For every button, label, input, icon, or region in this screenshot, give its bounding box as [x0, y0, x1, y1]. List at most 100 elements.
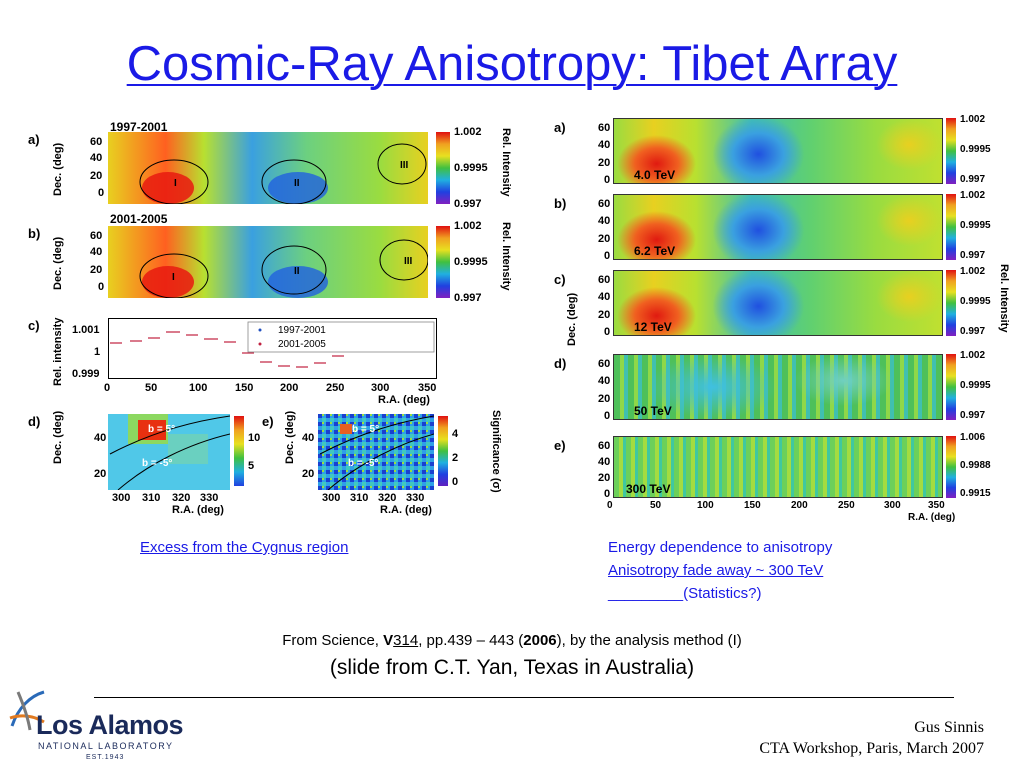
panel-d-xtick: 310	[142, 492, 161, 504]
panel-a-ylabel: Dec. (deg)	[52, 142, 64, 196]
right-ytick: 60	[598, 122, 611, 134]
right-ylabel: Dec. (deg)	[566, 292, 578, 346]
energy-label: 300 TeV	[626, 482, 671, 496]
energy-label: 50 TeV	[634, 404, 672, 418]
right-ytick: 60	[598, 440, 611, 452]
colorbar-tick: 0.9995	[454, 162, 488, 174]
footer-event: CTA Workshop, Paris, March 2007	[759, 740, 984, 757]
region-label: III	[404, 256, 413, 267]
panel-b-period: 2001-2005	[110, 212, 168, 226]
line-label: b = 5°	[352, 424, 379, 435]
panel-a-label: a)	[28, 132, 40, 147]
right-xtick: 350	[928, 500, 945, 511]
panel-a-ytick: 0	[98, 187, 105, 199]
right-xtick: 150	[744, 500, 761, 511]
colorbar-tick: 0.997	[454, 292, 482, 304]
colorbar-tick: 1.002	[960, 190, 986, 201]
right-ytick: 0	[604, 410, 611, 422]
panel-d-xtick: 320	[172, 492, 191, 504]
right-ytick: 0	[604, 326, 611, 338]
right-colorbar	[946, 194, 956, 260]
right-xtick: 100	[697, 500, 714, 511]
right-colorbar	[946, 436, 956, 498]
panel-c-xtick: 300	[371, 382, 390, 394]
panel-b-skymap: I II III	[108, 226, 428, 298]
colorbar-title: Significance (σ)	[490, 410, 502, 493]
colorbar-tick: 0.9995	[960, 144, 991, 155]
right-ytick: 20	[598, 308, 611, 321]
caption-fade-link[interactable]: Anisotropy fade away ~ 300 TeV	[608, 562, 824, 579]
right-colorbar	[946, 270, 956, 336]
panel-c-ytick: 0.999	[72, 368, 100, 380]
logo-mark-icon	[9, 690, 45, 731]
region-label: I	[174, 178, 177, 189]
panel-c-profile: 1997-2001 2001-2005	[108, 318, 437, 379]
panel-d-ytick: 40	[94, 432, 107, 444]
panel-d-colorbar	[234, 416, 244, 486]
right-ytick: 40	[598, 291, 611, 304]
panel-e-xlabel: R.A. (deg)	[380, 504, 432, 516]
right-ytick: 60	[598, 274, 611, 286]
right-panel-label: d)	[554, 356, 567, 371]
right-ytick: 40	[598, 139, 611, 152]
colorbar-tick: 0.997	[960, 326, 986, 337]
right-xtick: 250	[838, 500, 855, 511]
logo-name: Los Alamos	[36, 710, 184, 740]
panel-c-xtick: 350	[418, 382, 437, 394]
colorbar-tick: 1.006	[960, 432, 986, 443]
panel-e-ytick: 20	[302, 468, 315, 480]
slide-title: Cosmic-Ray Anisotropy: Tibet Array	[126, 37, 898, 91]
panel-a-ytick: 60	[90, 136, 103, 148]
colorbar-tick: 10	[248, 432, 261, 444]
panel-a-colorbar	[436, 132, 450, 204]
energy-label: 6.2 TeV	[634, 244, 676, 258]
right-ytick: 60	[598, 358, 611, 370]
right-skymap	[613, 194, 943, 260]
caption-cygnus-link[interactable]: Excess from the Cygnus region	[140, 539, 349, 556]
right-ytick: 20	[598, 156, 611, 169]
right-skymap	[613, 354, 943, 420]
panel-d-ylabel: Dec. (deg)	[52, 410, 64, 464]
right-ytick: 20	[598, 472, 611, 484]
right-ytick: 40	[598, 215, 611, 228]
right-colorbar	[946, 354, 956, 420]
source-vol-v: V	[383, 632, 394, 649]
panel-e-ylabel: Dec. (deg)	[284, 410, 296, 464]
source-year: 2006	[523, 632, 557, 649]
panel-c-ytick: 1.001	[72, 324, 100, 336]
panel-e-label: e)	[262, 414, 274, 429]
line-label: b = -5°	[348, 458, 378, 469]
colorbar-tick: 0.9995	[960, 380, 991, 391]
colorbar-tick: 0.997	[960, 250, 986, 261]
source-suffix: ), by the analysis method (I)	[556, 632, 742, 649]
right-panel-label: c)	[554, 272, 566, 287]
panel-b-colorbar	[436, 226, 450, 298]
source-citation: From Science, V314, pp.439 – 443 (2006),…	[0, 632, 1024, 649]
right-panel-label: a)	[554, 120, 566, 135]
panel-e-ytick: 40	[302, 432, 315, 444]
colorbar-tick: 0	[452, 476, 459, 488]
source-pages: , pp.439 – 443 (	[418, 632, 524, 649]
panel-b-label: b)	[28, 226, 41, 241]
footer-divider	[94, 697, 954, 698]
caption-energy: Energy dependence to anisotropy	[608, 539, 833, 556]
panel-a-ytick: 20	[90, 170, 103, 182]
colorbar-tick: 1.002	[960, 350, 986, 361]
right-ytick: 0	[604, 250, 611, 262]
right-xtick: 50	[650, 500, 662, 511]
source-vol-num: 314	[393, 632, 419, 649]
panel-d-label: d)	[28, 414, 41, 429]
statistics-text: (Statistics?)	[683, 585, 762, 602]
line-label: b = -5°	[142, 458, 172, 469]
panel-e-xtick: 300	[322, 492, 341, 504]
colorbar-tick: 1.002	[454, 126, 482, 138]
panel-b-ytick: 0	[98, 281, 105, 293]
panel-b-ylabel: Dec. (deg)	[52, 236, 64, 290]
panel-b-ytick: 60	[90, 230, 103, 242]
panel-c-xtick: 150	[235, 382, 254, 394]
panel-b-ytick: 20	[90, 264, 103, 276]
panel-b-ytick: 40	[90, 246, 103, 258]
right-skymap	[613, 118, 943, 184]
right-ytick: 20	[598, 392, 611, 405]
source-prefix: From Science,	[282, 632, 384, 649]
